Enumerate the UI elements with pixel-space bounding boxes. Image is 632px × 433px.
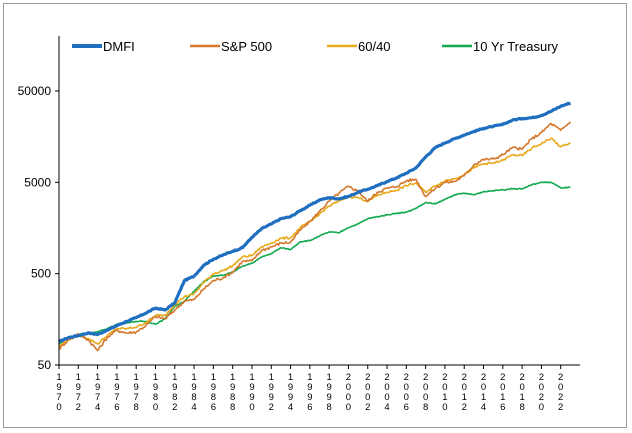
series-line-10-yr-treasury [58, 181, 571, 345]
y-axis-ticks: 50 500 5000 50000 [18, 84, 59, 372]
series-line-dmfi [57, 101, 572, 343]
y-tick-label: 500 [31, 267, 51, 281]
legend-label: S&P 500 [221, 39, 272, 54]
legend-label: 10 Yr Treasury [473, 39, 559, 54]
legend-label: DMFI [103, 39, 135, 54]
y-tick-label: 50 [38, 358, 52, 372]
y-tick-label: 50000 [18, 84, 52, 98]
y-tick-label: 5000 [24, 175, 51, 189]
legend-label: 60/40 [358, 39, 391, 54]
x-axis-ticks: 1 9 7 0 1 9 7 2 1 9 7 4 1 9 7 6 1 9 7 8 1 9 8 0 1 9 8 2 1 9 8 4 1 9 8 6 1 9 8 8… [56, 365, 563, 413]
series-line-60-40 [58, 137, 571, 348]
series-layer [57, 101, 572, 352]
chart-legend: DMFI S&P 500 60/40 10 Yr Treasury [72, 39, 559, 54]
series-line-s-p-500 [58, 121, 572, 352]
